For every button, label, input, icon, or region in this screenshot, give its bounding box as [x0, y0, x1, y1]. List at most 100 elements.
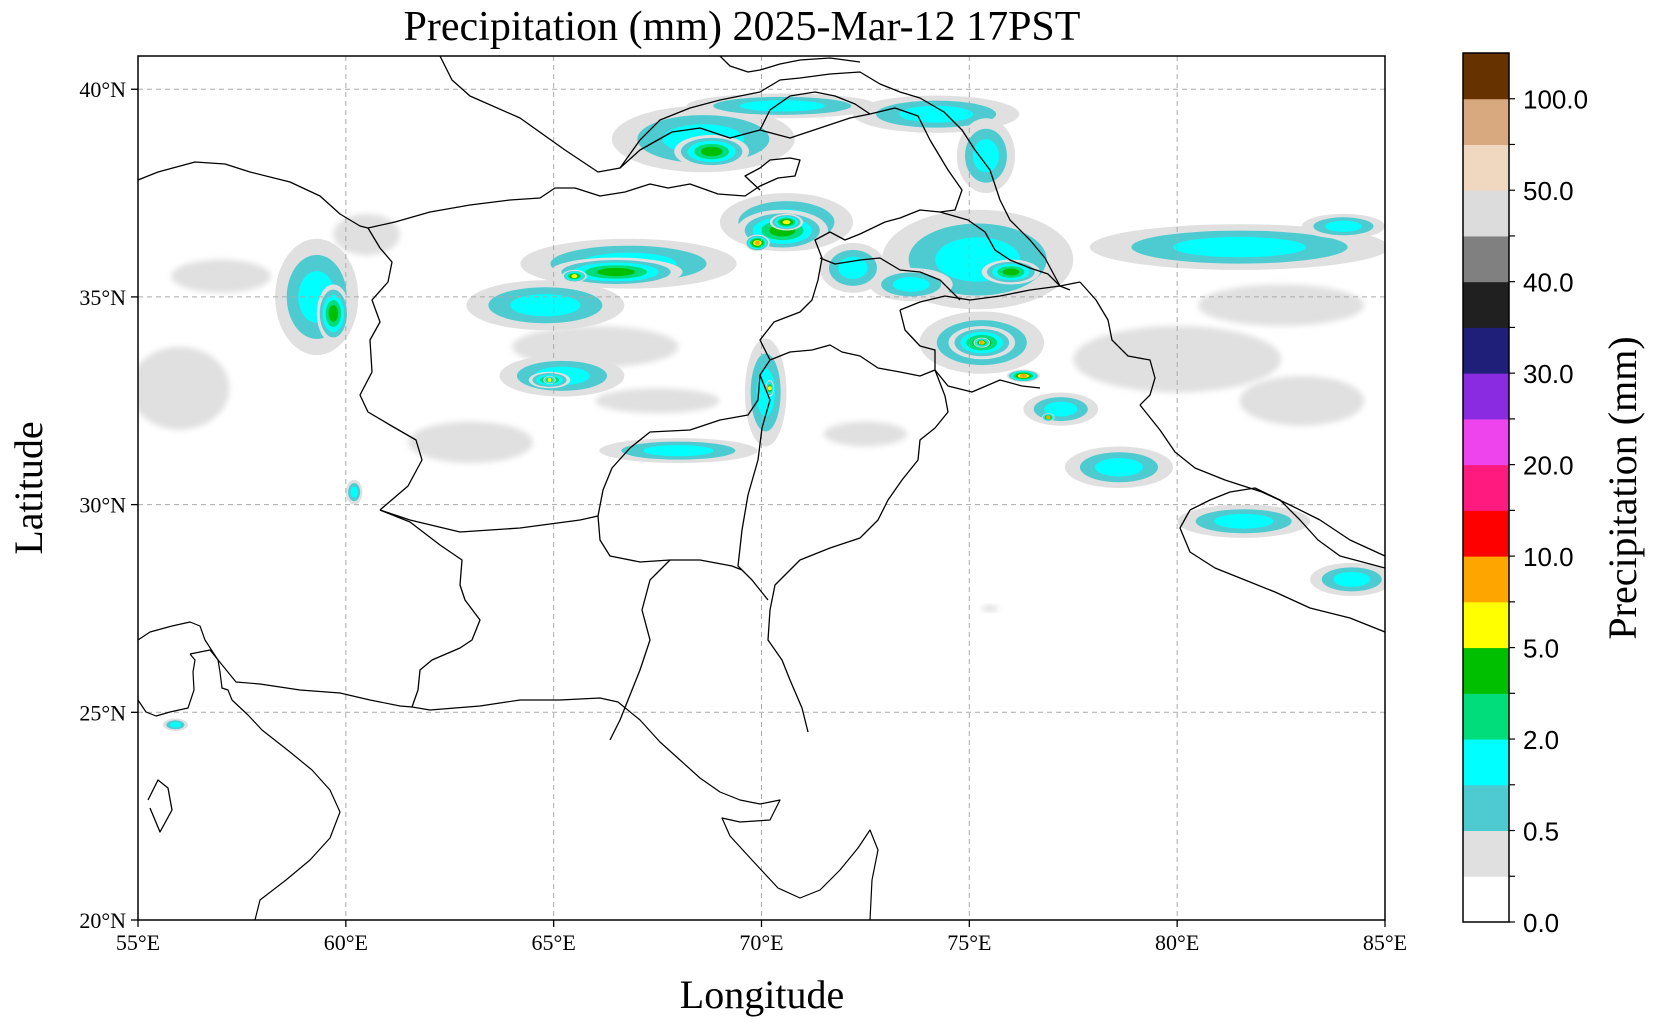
drizzle-region	[595, 388, 720, 414]
iran-turkmenistan-border	[138, 161, 369, 229]
colorbar-bin	[1463, 601, 1509, 649]
precip-contour-level-3	[1333, 572, 1371, 587]
kashmir-east-border	[1079, 281, 1156, 406]
colorbar-tick-label: 10.0	[1523, 542, 1574, 572]
tajikistan-border	[759, 91, 871, 131]
drizzle-region	[333, 213, 400, 256]
precip-contour-level-3	[510, 294, 581, 317]
pakistan-provincial-line	[737, 374, 771, 601]
colorbar-bin	[1463, 373, 1509, 420]
precip-contour-level-7	[754, 240, 760, 245]
india-china-border	[1139, 404, 1385, 557]
ferghana-borders	[619, 71, 976, 169]
precip-contour-level-3	[1214, 513, 1274, 529]
colorbar-bin	[1463, 190, 1509, 237]
precip-contour-level-3	[350, 486, 358, 498]
colorbar-bin	[1463, 830, 1509, 877]
colorbar-bin	[1463, 53, 1509, 100]
precip-contour-level-5	[1002, 268, 1020, 276]
colorbar-tick-label: 30.0	[1523, 359, 1574, 389]
uae-oman-border	[147, 779, 173, 833]
graticule	[138, 56, 1385, 920]
colorbar-bin	[1463, 739, 1509, 786]
colorbar-label: Precipitation (mm)	[1600, 336, 1645, 639]
axis-ticks: 55°E 60°E 65°E 70°E 75°E 80°E 85°E 20°N 25°N 30°N…	[79, 77, 1407, 955]
oman-coastline	[138, 621, 341, 920]
iran-afghanistan-border	[359, 227, 423, 511]
y-tick-label: 20°N	[79, 908, 126, 933]
precip-contour-level-3	[169, 722, 181, 728]
precip-contour-level-6	[767, 386, 772, 391]
map-title: Precipitation (mm) 2025-Mar-12 17PST	[404, 4, 1081, 50]
colorbar-bin	[1463, 144, 1509, 191]
colorbar-tick-label: 0.5	[1523, 817, 1559, 847]
arabian-sea-coast	[429, 697, 879, 920]
colorbar-bin	[1463, 784, 1509, 832]
colorbar-bin	[1463, 235, 1509, 283]
drizzle-region	[1073, 326, 1282, 393]
precip-contour-level-6	[547, 378, 552, 382]
precip-contour-level-7	[1019, 373, 1027, 378]
x-tick-label: 75°E	[947, 930, 991, 955]
precip-contour-level-3	[1044, 401, 1078, 417]
iran-pakistan-border	[379, 509, 481, 708]
precip-contour-level-3	[1094, 458, 1143, 477]
afghanistan-northern-border	[367, 157, 801, 229]
precip-contour-level-7	[1046, 415, 1051, 420]
wakhan-border	[974, 149, 1061, 287]
drizzle-region	[138, 346, 230, 430]
kashmir-loc	[899, 281, 1081, 311]
kashmir-west-loop	[899, 309, 1041, 393]
colorbar-bin	[1463, 281, 1509, 328]
colorbar-bin	[1463, 556, 1509, 603]
precip-contour-level-6	[782, 220, 791, 225]
precip-contour-level-5	[700, 146, 723, 157]
colorbar-bin	[1463, 464, 1509, 511]
colorbar-tick-label: 50.0	[1523, 176, 1574, 206]
precip-contour-level-3	[892, 277, 930, 292]
precipitation-field	[138, 93, 1385, 731]
drizzle-region	[1197, 284, 1365, 326]
drizzle-region	[1239, 375, 1365, 426]
x-tick-label: 60°E	[324, 930, 368, 955]
colorbar-bin	[1463, 876, 1509, 923]
precip-contour-level-6	[571, 274, 578, 279]
colorbar-tick-label: 40.0	[1523, 268, 1574, 298]
precip-contour-level-3	[643, 445, 714, 457]
colorbar-tick-label: 20.0	[1523, 451, 1574, 481]
kashmir-north-border	[939, 211, 1071, 291]
balochistan-sindh-boundary	[609, 559, 671, 741]
india-pakistan-border	[767, 369, 949, 733]
colorbar-bin	[1463, 98, 1509, 145]
y-tick-label: 25°N	[79, 700, 126, 725]
precip-contour-level-7	[979, 340, 984, 345]
y-axis-label: Latitude	[6, 421, 51, 554]
colorbar-tick-label: 2.0	[1523, 725, 1559, 755]
persian-gulf-coast	[138, 653, 196, 717]
x-axis-label: Longitude	[680, 972, 844, 1017]
x-tick-label: 80°E	[1155, 930, 1199, 955]
afghanistan-pakistan-southern-border	[379, 359, 771, 533]
gilgit-border	[819, 257, 961, 301]
colorbar-bin	[1463, 327, 1509, 374]
colorbar-tick-label: 5.0	[1523, 634, 1559, 664]
boundaries	[138, 56, 1385, 920]
drizzle-region	[408, 421, 533, 464]
colorbar-tick-label: 100.0	[1523, 85, 1588, 115]
colorbar: 0.0 0.5 2.0 5.0 10.0 20.0 30.0 40.0 50.0 100.0	[1462, 52, 1588, 938]
y-tick-label: 40°N	[79, 77, 126, 102]
iran-southern-coast	[189, 649, 431, 711]
sindh-boundary	[597, 515, 743, 571]
nepal-south-border	[1179, 509, 1385, 633]
x-tick-label: 70°E	[739, 930, 783, 955]
precip-contour-level-3	[1173, 236, 1307, 258]
precip-contour-level-3	[973, 139, 999, 173]
colorbar-bin	[1463, 418, 1509, 466]
drizzle-region	[823, 421, 907, 447]
y-tick-label: 35°N	[79, 285, 126, 310]
colorbar-bin	[1463, 647, 1509, 694]
drizzle-region	[981, 605, 999, 612]
pakistan-inner-boundary	[769, 344, 936, 377]
precip-contour-level-3	[1324, 220, 1362, 232]
